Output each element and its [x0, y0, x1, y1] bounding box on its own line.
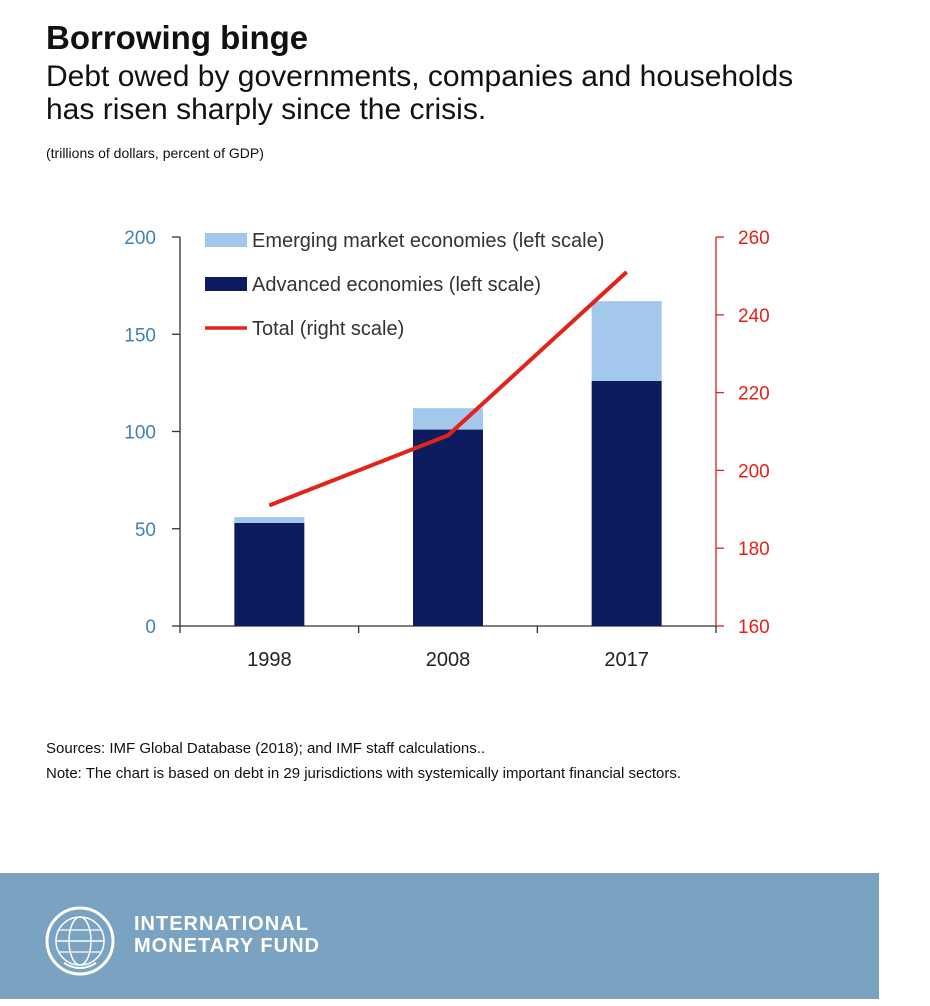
chart-legend: Emerging market economies (left scale) Ad…: [205, 230, 604, 340]
bar-emerging-2017: [591, 301, 662, 381]
x-axis-tick-label: 1998: [247, 649, 292, 671]
chart-bars: [234, 301, 662, 626]
chart-units: (trillions of dollars, percent of GDP): [46, 145, 264, 161]
bar-advanced-1998: [234, 522, 305, 626]
chart-notes: Sources: IMF Global Database (2018); and…: [46, 736, 826, 786]
left-axis-tick-label: 100: [124, 423, 156, 444]
chart-title: Borrowing binge: [46, 19, 309, 56]
imf-seal-icon: [45, 906, 115, 976]
debt-chart: 0 50 100 150 200 160 180 200 220 240 260 1998 2008 20…: [124, 228, 770, 671]
imf-wordmark-line2: MONETARY FUND: [134, 935, 320, 957]
right-axis-tick-label: 160: [738, 617, 770, 638]
legend-swatch-emerging: [205, 233, 247, 247]
right-axis-tick-label: 180: [738, 539, 770, 560]
bar-advanced-2017: [591, 380, 662, 626]
chart-subtitle: Debt owed by governments, companies and …: [46, 60, 794, 126]
imf-wordmark-line1: INTERNATIONAL: [134, 913, 309, 935]
right-axis-tick-label: 220: [738, 384, 770, 405]
right-axis-tick-label: 260: [738, 228, 770, 249]
bar-advanced-2008: [413, 429, 483, 626]
legend-label: Advanced economies (left scale): [252, 274, 541, 296]
left-axis-tick-label: 150: [124, 325, 156, 346]
left-axis-tick-label: 50: [135, 520, 156, 541]
x-axis-tick-label: 2008: [426, 649, 471, 671]
bar-emerging-1998: [234, 517, 305, 523]
legend-label: Total (right scale): [252, 318, 404, 340]
left-axis-tick-label: 200: [124, 228, 156, 249]
legend-swatch-advanced: [205, 277, 247, 291]
legend-label: Emerging market economies (left scale): [252, 230, 604, 252]
sources-text: Sources: IMF Global Database (2018); and…: [46, 740, 486, 757]
note-text: Note: The chart is based on debt in 29 j…: [46, 765, 682, 782]
x-axis-tick-label: 2017: [604, 649, 649, 671]
chart-line: [268, 270, 629, 508]
bar-emerging-2008: [413, 408, 483, 430]
right-axis-tick-label: 240: [738, 306, 770, 327]
imf-footer: INTERNATIONAL MONETARY FUND: [0, 873, 879, 999]
imf-wordmark: INTERNATIONAL MONETARY FUND: [134, 913, 320, 957]
right-axis-tick-label: 200: [738, 461, 770, 482]
left-axis-tick-label: 0: [145, 617, 156, 638]
